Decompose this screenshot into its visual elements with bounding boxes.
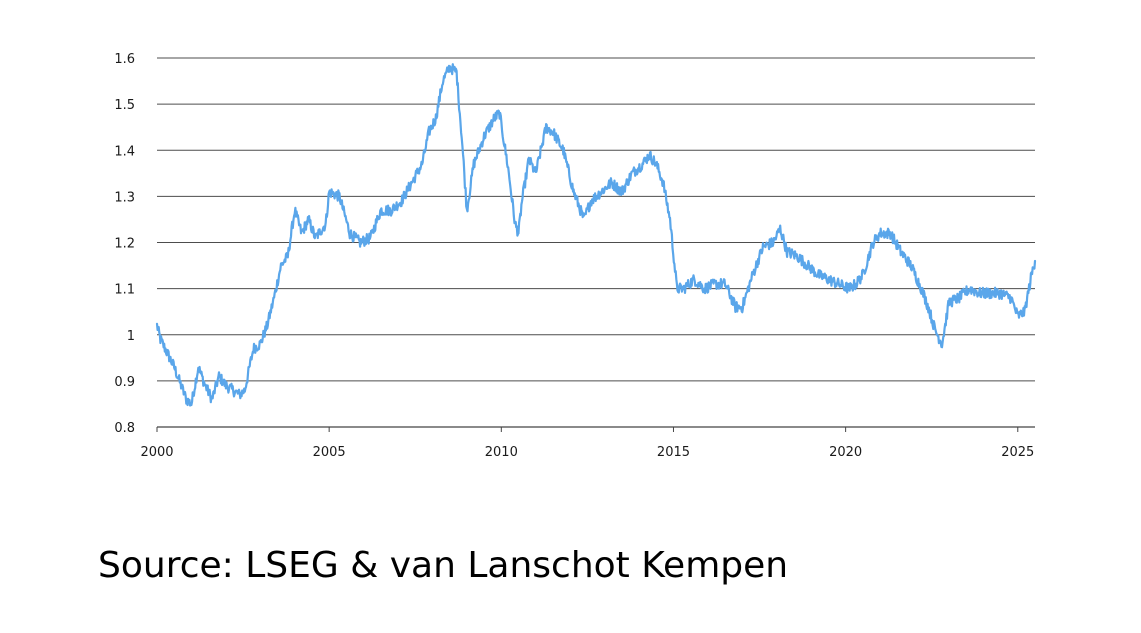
y-tick-label: 0.9 — [114, 375, 135, 390]
x-tick-label: 2020 — [829, 445, 862, 460]
x-axis-tick-labels: 2000 2005 2010 2015 2020 2025 — [140, 427, 1034, 460]
y-tick-label: 1 — [127, 329, 135, 344]
source-caption: Source: LSEG & van Lanschot Kempen — [98, 545, 789, 586]
grid-lines — [157, 57, 1035, 428]
y-tick-label: 1.4 — [114, 144, 135, 159]
y-tick-label: 1.1 — [114, 283, 135, 298]
y-tick-label: 1.5 — [114, 98, 135, 113]
x-tick-label: 2005 — [313, 445, 346, 460]
x-tick-label: 2000 — [140, 445, 173, 460]
x-tick-label: 2015 — [657, 445, 690, 460]
x-tick-label: 2010 — [485, 445, 518, 460]
y-tick-label: 1.2 — [114, 237, 135, 252]
series-layer — [155, 63, 1037, 407]
series-line — [155, 63, 1037, 407]
y-tick-label: 1.3 — [114, 190, 135, 205]
y-tick-label: 0.8 — [114, 421, 135, 436]
y-tick-label: 1.6 — [114, 52, 135, 67]
chart: 0.80.911.11.21.31.41.51.6 2000 2005 2010 20… — [114, 52, 1037, 460]
x-tick-label: 2025 — [1001, 445, 1034, 460]
y-axis-tick-labels: 0.8 0.9 1 1.1 1.2 1.3 1.4 1.5 1.6 — [114, 52, 135, 436]
